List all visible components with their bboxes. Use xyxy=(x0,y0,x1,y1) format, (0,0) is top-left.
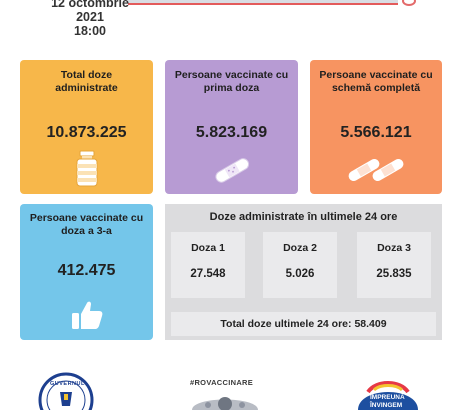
total-doses-value: 10.873.225 xyxy=(46,124,127,141)
full-schedule-title: Persoane vaccinate cu schemă completă xyxy=(319,69,433,94)
third-dose-title: Persoane vaccinate cu doza a 3-a xyxy=(29,212,144,237)
single-bandage-icon xyxy=(165,156,298,186)
partner-logo-line1: ÎMPREUNĂ xyxy=(370,394,405,401)
dose-1-label: Doza 1 xyxy=(191,242,225,254)
last-24h-panel: Doze administrate în ultimele 24 ore Doz… xyxy=(165,204,442,340)
thumbs-up-icon xyxy=(20,298,153,334)
dose-3-value: 25.835 xyxy=(376,268,412,280)
total-24h-label: Total doze ultimele 24 ore: xyxy=(220,318,352,330)
government-logo-text: GUVERNUL xyxy=(50,381,85,387)
double-bandage-icon xyxy=(310,152,442,188)
dose-2-label: Doza 2 xyxy=(283,242,317,254)
rovaccinare-logo: #ROVACCINARE xyxy=(180,378,270,410)
last-24h-title: Doze administrate în ultimele 24 ore xyxy=(209,211,398,223)
first-dose-card: Persoane vaccinate cu prima doza 5.823.1… xyxy=(165,60,298,194)
full-schedule-value: 5.566.121 xyxy=(340,124,412,141)
report-datetime: 12 octombrie 2021 18:00 xyxy=(40,0,140,38)
header-corner-decoration xyxy=(402,0,416,6)
dose-1-box: Doza 1 27.548 xyxy=(171,232,245,298)
rovaccinare-hashtag: #ROVACCINARE xyxy=(190,378,254,387)
dose-2-value: 5.026 xyxy=(285,268,315,280)
dose-1-value: 27.548 xyxy=(190,268,226,280)
report-time: 18:00 xyxy=(74,24,106,38)
third-dose-value: 412.475 xyxy=(57,262,116,279)
header-strip xyxy=(128,0,398,5)
dose-3-box: Doza 3 25.835 xyxy=(357,232,431,298)
third-dose-card: Persoane vaccinate cu doza a 3-a 412.475 xyxy=(20,204,153,340)
partner-logo: ÎMPREUNĂ ÎNVINGEM xyxy=(354,376,422,410)
total-doses-title: Total doze administrate xyxy=(55,69,118,94)
first-dose-title: Persoane vaccinate cu prima doza xyxy=(174,69,289,94)
government-logo: GUVERNUL xyxy=(38,370,94,410)
total-doses-card: Total doze administrate 10.873.225 xyxy=(20,60,153,194)
partner-logo-line2: ÎNVINGEM xyxy=(370,402,403,409)
total-24h-row: Total doze ultimele 24 ore: 58.409 xyxy=(171,312,436,336)
report-date: 12 octombrie 2021 xyxy=(51,0,129,24)
total-24h-value: 58.409 xyxy=(354,318,387,330)
vaccine-vial-icon xyxy=(20,150,153,187)
dose-2-box: Doza 2 5.026 xyxy=(263,232,337,298)
dose-3-label: Doza 3 xyxy=(377,242,411,254)
first-dose-value: 5.823.169 xyxy=(195,124,268,141)
full-schedule-card: Persoane vaccinate cu schemă completă 5.… xyxy=(310,60,442,194)
